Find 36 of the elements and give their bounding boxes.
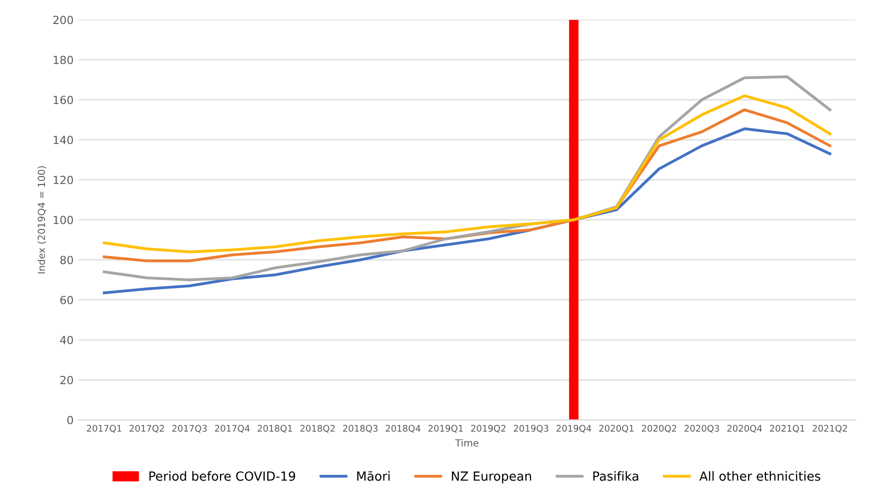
y-tick-label: 0 <box>67 416 73 424</box>
x-tick-label: 2018Q2 <box>300 424 335 433</box>
x-axis-title: Time <box>455 439 478 447</box>
x-tick-label: 2017Q2 <box>130 424 164 433</box>
y-tick-label: 180 <box>54 56 73 64</box>
y-axis-title: Index (2019Q4 = 100) <box>38 166 46 274</box>
x-tick-label: 2020Q2 <box>642 424 676 433</box>
x-tick-label: 2018Q3 <box>343 424 378 433</box>
legend-label: NZ European <box>452 472 532 484</box>
y-tick-label: 100 <box>54 216 73 224</box>
y-tick-label: 120 <box>54 176 73 184</box>
x-tick-label: 2020Q3 <box>684 424 720 433</box>
x-tick-label: 2019Q1 <box>428 424 463 433</box>
x-tick-label: 2019Q3 <box>514 424 548 433</box>
x-tick-label: 2017Q3 <box>172 424 207 433</box>
x-tick-label: 2017Q1 <box>86 424 122 433</box>
x-tick-label: 2017Q4 <box>215 424 250 433</box>
legend-label: Pasifika <box>593 471 638 481</box>
y-tick-label: 200 <box>53 16 73 24</box>
x-tick-label: 2019Q2 <box>471 424 506 433</box>
x-tick-label: 2019Q4 <box>556 424 592 433</box>
legend-label: Māori <box>357 471 390 481</box>
y-tick-label: 60 <box>60 296 73 304</box>
y-tick-label: 40 <box>60 336 73 344</box>
y-tick-label: 140 <box>54 136 73 144</box>
x-tick-label: 2021Q1 <box>770 424 804 433</box>
x-tick-label: 2018Q4 <box>386 424 420 433</box>
y-tick-label: 160 <box>54 96 73 104</box>
y-tick-label: 80 <box>60 256 73 264</box>
x-tick-label: 2020Q4 <box>727 424 762 433</box>
x-tick-label: 2020Q1 <box>599 424 634 433</box>
y-tick-label: 20 <box>60 376 73 384</box>
legend-label: All other ethnicities <box>699 471 820 481</box>
x-tick-label: 2018Q1 <box>258 424 292 433</box>
x-tick-label: 2021Q2 <box>812 424 847 433</box>
legend-label: Period before COVID-19 <box>149 471 296 481</box>
